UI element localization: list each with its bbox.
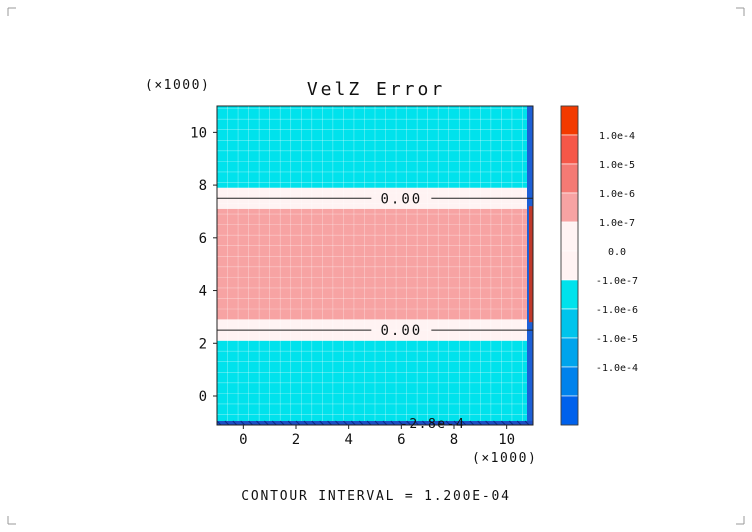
colorbar-swatch-9	[560, 366, 579, 397]
bottom-edge-hatch-27	[429, 420, 435, 426]
colorbar-label-4: 1.0e-7	[599, 218, 635, 229]
bottom-edge-hatch-32	[469, 420, 475, 426]
bottom-edge-hatch-34	[485, 420, 490, 426]
bottom-edge-hatch-14	[327, 420, 332, 426]
colorbar-label-6: -1.0e-7	[596, 276, 638, 287]
bottom-edge-hatch-35	[493, 420, 498, 426]
bottom-edge-hatch-18	[358, 420, 364, 426]
bottom-edge-hatch-30	[453, 420, 459, 426]
colorbar-swatch-4	[560, 221, 579, 252]
bottom-edge-hatch-22	[390, 420, 396, 426]
colorbar-swatch-0	[560, 105, 579, 136]
bottom-edge-hatch-28	[437, 420, 443, 426]
bottom-edge-hatch-0	[216, 420, 222, 426]
bottom-edge-hatch-4	[248, 420, 253, 426]
x-tick-label-4: 8	[450, 432, 458, 448]
contour-label-1: 0.00	[380, 191, 422, 207]
colorbar-swatch-1	[560, 134, 579, 165]
contour-interval-footer: CONTOUR INTERVAL = 1.200E-04	[241, 489, 511, 504]
colorbar-label-1: 1.0e-4	[599, 131, 635, 142]
y-tick-label-3: 6	[199, 231, 207, 247]
bottom-edge-hatch-39	[524, 420, 530, 426]
bottom-edge-hatch-21	[382, 420, 388, 426]
bottom-edge-hatch-2	[232, 420, 238, 426]
x-tick-label-2: 4	[344, 432, 352, 448]
colorbar-label-9: -1.0e-4	[596, 363, 638, 374]
plot-frame	[216, 105, 534, 426]
contour-band-0	[217, 340, 533, 425]
x-tick-label-0: 0	[239, 432, 247, 448]
bottom-edge-hatch-12	[311, 420, 317, 426]
colorbar-swatch-5	[560, 250, 579, 281]
bottom-edge-hatch-37	[508, 420, 514, 426]
bottom-edge-hatch-16	[343, 420, 348, 426]
colorbar-label-7: -1.0e-6	[596, 305, 638, 316]
colorbar-swatch-6	[560, 279, 579, 310]
bottom-edge-hatch-13	[319, 420, 325, 426]
colorbar-swatch-7	[560, 308, 579, 339]
contour-band-2	[217, 208, 533, 320]
colorbar-label-2: 1.0e-5	[599, 160, 635, 171]
bottom-edge-hatch-24	[406, 420, 411, 426]
bottom-edge-hatch-6	[264, 420, 269, 426]
colorbar: 1.0e-4 1.0e-5 1.0e-6 1.0e-7 0.0 -1.0e-7 -1.0e-…	[560, 105, 638, 426]
y-tick-label-2: 4	[199, 284, 207, 300]
colorbar-label-5: 0.0	[608, 247, 626, 258]
bottom-edge-hatch-29	[445, 420, 451, 426]
bottom-edge-hatch-1	[224, 420, 230, 426]
y-tick-label-0: 0	[199, 389, 207, 405]
colorbar-frame	[560, 105, 579, 426]
colorbar-label-3: 1.0e-6	[599, 189, 635, 200]
bottom-edge-hatch-5	[256, 420, 261, 426]
contour-band-1	[217, 319, 533, 341]
y-multiplier-label: (×1000)	[145, 78, 210, 93]
bottom-edge-hatch-36	[501, 420, 506, 426]
y-axis: 0 2 4 6 8 10	[190, 125, 217, 405]
colorbar-swatch-10	[560, 395, 579, 426]
bottom-edge-hatch-31	[461, 420, 467, 426]
bottom-edge-hatch-10	[295, 420, 301, 426]
bottom-edge-hatch-11	[303, 420, 309, 426]
plot-grid	[217, 106, 533, 425]
bottom-edge-hatch-9	[287, 420, 293, 426]
bottom-edge-hatch-25	[414, 420, 419, 426]
crop-marks	[7, 7, 745, 525]
bottom-edge-hatch-17	[350, 420, 356, 426]
chart-title: VelZ Error	[307, 79, 445, 100]
contour-band-4	[217, 106, 533, 188]
bottom-edge-hatch-23	[398, 420, 404, 426]
x-tick-label-5: 10	[498, 432, 515, 448]
colorbar-swatch-3	[560, 192, 579, 223]
x-tick-label-3: 6	[397, 432, 405, 448]
bottom-edge-strip	[217, 421, 533, 425]
colorbar-swatch-2	[560, 163, 579, 194]
x-tick-label-1: 2	[292, 432, 300, 448]
contour-label-0: 0.00	[380, 323, 422, 339]
y-tick-label-1: 2	[199, 336, 207, 352]
bottom-edge-hatch-15	[335, 420, 340, 426]
bottom-edge-hatch-3	[240, 420, 246, 426]
contour-band-3	[217, 187, 533, 209]
y-tick-label-4: 8	[199, 178, 207, 194]
bottom-edge-hatch-7	[271, 420, 277, 426]
y-tick-label-5: 10	[190, 125, 207, 141]
x-axis: 0 2 4 6 8 10	[239, 425, 515, 448]
bottom-edge-hatch-33	[477, 420, 483, 426]
colorbar-label-8: -1.0e-5	[596, 334, 638, 345]
bottom-edge-hatch-20	[374, 420, 380, 426]
plot-bands	[217, 106, 533, 425]
x-multiplier-label: (×1000)	[472, 451, 537, 466]
right-edge-artifact	[216, 106, 533, 426]
bottom-edge-hatch-8	[279, 420, 285, 426]
bottom-edge-hatch-26	[422, 420, 427, 426]
colorbar-swatch-8	[560, 337, 579, 368]
contour-lines: 0.00 0.00	[217, 191, 533, 339]
bottom-edge-hatch-38	[516, 420, 522, 426]
right-edge-positive	[529, 206, 533, 323]
bottom-edge-hatch-19	[366, 420, 372, 426]
bottom-annotation: -2.8e-4	[400, 417, 465, 432]
